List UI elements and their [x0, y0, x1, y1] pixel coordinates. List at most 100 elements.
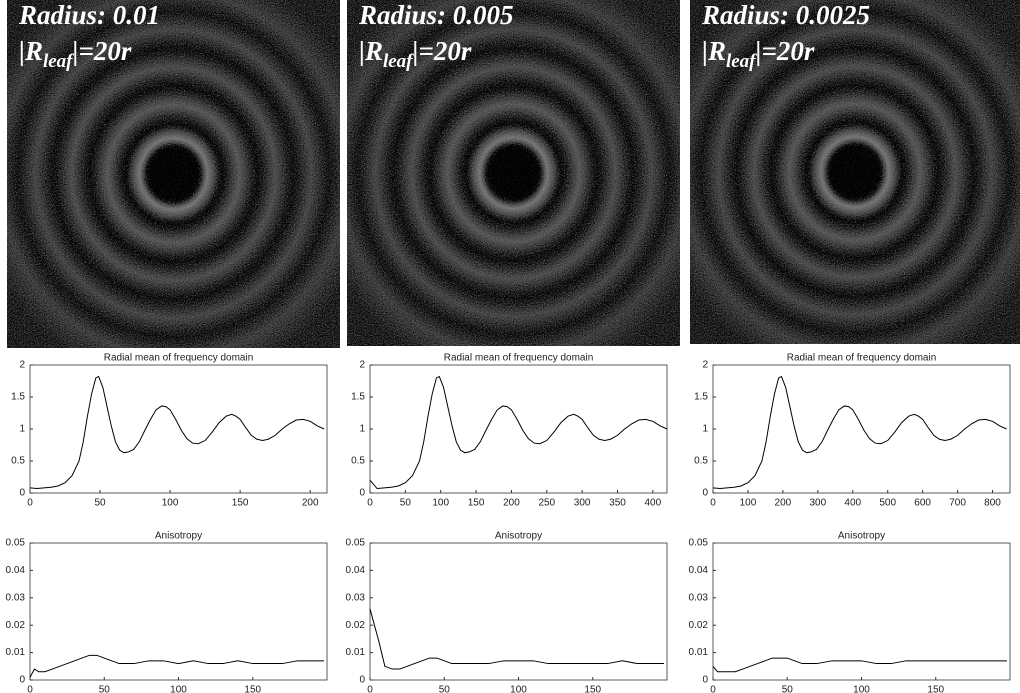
- leaf-post: |=20r: [413, 36, 472, 66]
- chart-title: Radial mean of frequency domain: [104, 353, 254, 364]
- y-tick-label: 1.5: [694, 392, 708, 403]
- x-tick-label: 100: [170, 685, 187, 693]
- y-tick-label: 2: [359, 360, 365, 371]
- data-line: [29, 375, 325, 490]
- y-tick-label: 0: [359, 675, 365, 686]
- y-tick-label: 1.5: [11, 392, 25, 403]
- data-line: [712, 375, 1007, 490]
- x-tick-label: 150: [584, 685, 601, 693]
- leaf-label: |Rleaf|=20r: [359, 36, 472, 72]
- radius-label: Radius: 0.005: [358, 0, 514, 30]
- leaf-sub: leaf: [43, 51, 74, 72]
- y-tick-label: 0.05: [689, 538, 709, 549]
- x-tick-label: 700: [949, 498, 966, 509]
- plot-frame: [369, 364, 668, 494]
- x-tick-label: 600: [914, 498, 931, 509]
- y-tick-label: 0.04: [6, 565, 26, 576]
- x-tick-label: 150: [468, 498, 485, 509]
- leaf-pre: |R: [359, 36, 383, 66]
- leaf-label: |Rleaf|=20r: [702, 36, 815, 72]
- y-tick-label: 0.04: [689, 565, 709, 576]
- plot-frame: [712, 542, 1011, 681]
- y-tick-label: 1.5: [351, 392, 365, 403]
- x-tick-label: 200: [302, 498, 319, 509]
- data-line: [369, 608, 665, 670]
- leaf-label: |Rleaf|=20r: [19, 36, 132, 72]
- x-tick-label: 300: [574, 498, 591, 509]
- plot-frame: [29, 364, 328, 494]
- x-tick-label: 150: [244, 685, 261, 693]
- data-line: [29, 654, 325, 678]
- y-tick-label: 0.01: [346, 647, 366, 658]
- x-tick-label: 400: [645, 498, 662, 509]
- chart-title: Anisotropy: [838, 531, 885, 542]
- y-tick-label: 2: [19, 360, 25, 371]
- y-tick-label: 0.5: [694, 456, 708, 467]
- y-tick-label: 0.01: [6, 647, 26, 658]
- data-line: [369, 375, 668, 490]
- chart-title: Radial mean of frequency domain: [787, 353, 937, 364]
- x-tick-label: 200: [775, 498, 792, 509]
- x-tick-label: 100: [162, 498, 179, 509]
- spectrum-image: [347, 0, 680, 346]
- y-tick-label: 1: [702, 424, 708, 435]
- x-tick-label: 50: [94, 498, 106, 509]
- x-tick-label: 300: [809, 498, 826, 509]
- x-tick-label: 0: [27, 498, 33, 509]
- x-tick-label: 0: [710, 498, 716, 509]
- y-tick-label: 1: [359, 424, 365, 435]
- y-tick-label: 0.01: [689, 647, 709, 658]
- leaf-sub: leaf: [726, 51, 757, 72]
- x-tick-label: 200: [503, 498, 520, 509]
- x-tick-label: 50: [439, 685, 451, 693]
- y-tick-label: 0.03: [346, 592, 366, 603]
- x-tick-label: 100: [853, 685, 870, 693]
- plot-frame: [29, 542, 328, 681]
- leaf-sub: leaf: [383, 51, 414, 72]
- x-tick-label: 0: [367, 498, 373, 509]
- y-tick-label: 0.05: [346, 538, 366, 549]
- x-tick-label: 50: [782, 685, 794, 693]
- spectrum-image: [7, 0, 340, 348]
- y-tick-label: 0.03: [689, 592, 709, 603]
- x-tick-label: 0: [27, 685, 33, 693]
- y-tick-label: 0.02: [346, 620, 366, 631]
- y-tick-label: 0: [359, 488, 365, 499]
- y-tick-label: 1: [19, 424, 25, 435]
- leaf-pre: |R: [19, 36, 43, 66]
- y-tick-label: 0.5: [351, 456, 365, 467]
- chart-title: Anisotropy: [495, 531, 542, 542]
- y-tick-label: 2: [702, 360, 708, 371]
- x-tick-label: 100: [740, 498, 757, 509]
- x-tick-label: 150: [927, 685, 944, 693]
- y-tick-label: 0.05: [6, 538, 26, 549]
- y-tick-label: 0.04: [346, 565, 366, 576]
- x-tick-label: 100: [432, 498, 449, 509]
- y-tick-label: 0: [19, 488, 25, 499]
- y-tick-label: 0.5: [11, 456, 25, 467]
- x-tick-label: 0: [367, 685, 373, 693]
- data-line: [712, 657, 1008, 673]
- x-tick-label: 500: [879, 498, 896, 509]
- images: [7, 0, 1020, 348]
- x-tick-label: 250: [538, 498, 555, 509]
- radius-label: Radius: 0.01: [18, 0, 160, 30]
- x-tick-label: 50: [400, 498, 412, 509]
- leaf-pre: |R: [702, 36, 726, 66]
- x-tick-label: 0: [710, 685, 716, 693]
- x-tick-label: 100: [510, 685, 527, 693]
- y-tick-label: 0: [702, 488, 708, 499]
- leaf-post: |=20r: [73, 36, 132, 66]
- plot-frame: [712, 364, 1011, 494]
- chart-title: Anisotropy: [155, 531, 202, 542]
- radius-label: Radius: 0.0025: [701, 0, 870, 30]
- x-tick-label: 350: [609, 498, 626, 509]
- x-tick-label: 50: [99, 685, 111, 693]
- y-tick-label: 0.02: [689, 620, 709, 631]
- leaf-post: |=20r: [756, 36, 815, 66]
- y-tick-label: 0.02: [6, 620, 26, 631]
- chart-title: Radial mean of frequency domain: [444, 353, 594, 364]
- x-tick-label: 800: [984, 498, 1001, 509]
- x-tick-label: 400: [844, 498, 861, 509]
